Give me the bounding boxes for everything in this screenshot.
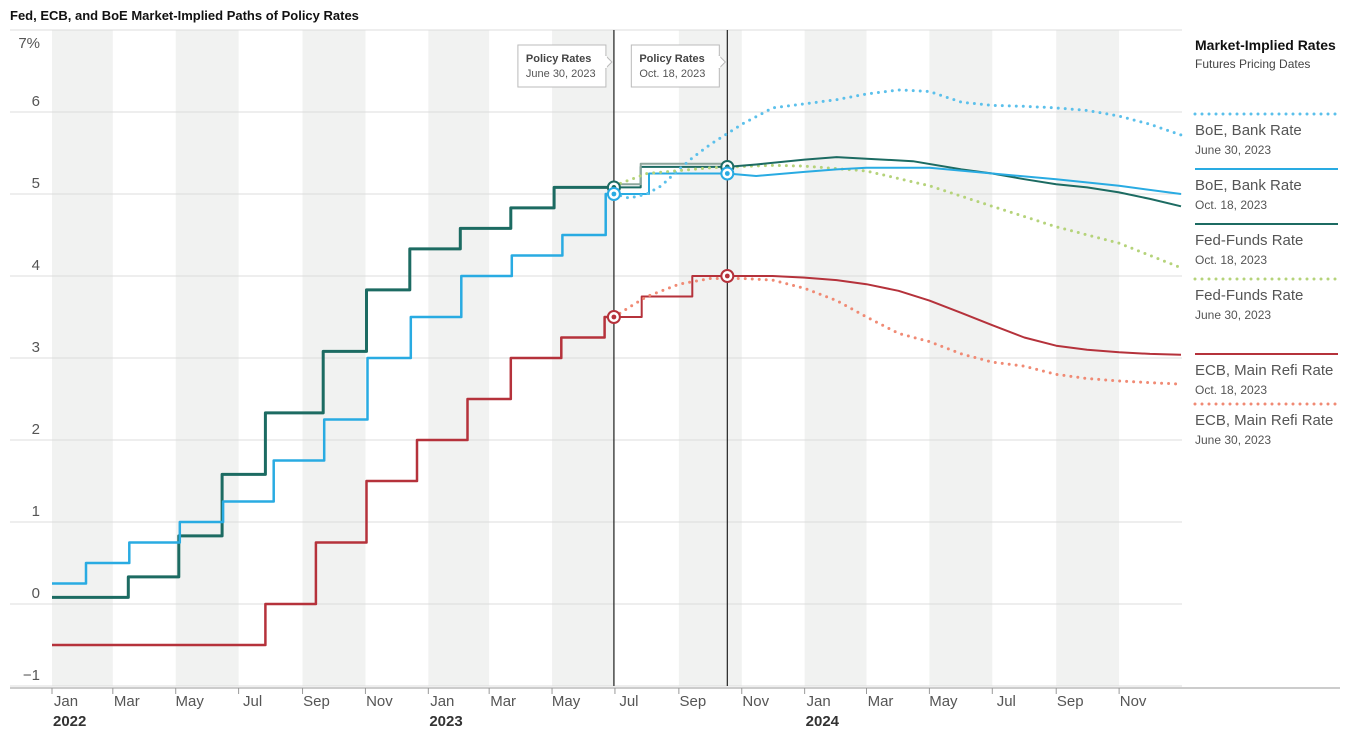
policy-rate-marker	[606, 187, 621, 201]
x-tick-label: Nov	[742, 693, 769, 710]
policy-date-annotation: Policy Rates Oct. 18, 2023	[630, 44, 727, 88]
annotation-box	[517, 44, 607, 88]
series-line-ecb_jun	[612, 277, 1183, 386]
y-tick-label: 5	[32, 175, 40, 192]
series-line-boe_oct_hist	[613, 172, 728, 195]
x-tick-label: Mar	[868, 693, 894, 710]
series-line-fed_gray	[613, 162, 728, 186]
annotation-date: June 30, 2023	[526, 68, 596, 80]
y-tick-label: 4	[32, 257, 40, 274]
x-tick-label: Jul	[619, 693, 638, 710]
legend-entry: BoE, Bank Rate June 30, 2023	[1193, 112, 1340, 157]
legend-entry: BoE, Bank Rate Oct. 18, 2023	[1195, 168, 1338, 212]
legend-entry: Fed-Funds Rate Oct. 18, 2023	[1195, 223, 1338, 267]
annotation-date: Oct. 18, 2023	[639, 68, 705, 80]
x-tick-label: Jul	[243, 693, 262, 710]
series-line-boe_oct	[727, 166, 1182, 195]
y-tick-label: −1	[23, 667, 40, 684]
y-tick-label: 6	[32, 93, 40, 110]
x-tick-label: Jan	[807, 693, 831, 710]
x-tick-label: Jul	[997, 693, 1016, 710]
legend-series-name: ECB, Main Refi Rate	[1195, 362, 1333, 379]
legend-series-date: Oct. 18, 2023	[1195, 383, 1267, 397]
series-line-ecb_oct_hist	[613, 275, 728, 318]
legend-series-date: June 30, 2023	[1195, 433, 1271, 447]
x-tick-label: Nov	[1120, 693, 1147, 710]
legend-series-name: BoE, Bank Rate	[1195, 122, 1302, 139]
series-line-ecb_oct	[727, 275, 1182, 356]
legend-entry: ECB, Main Refi Rate Oct. 18, 2023	[1195, 353, 1338, 397]
legend-series-name: Fed-Funds Rate	[1195, 287, 1303, 304]
annotation-box	[630, 44, 720, 88]
x-year-label: 2022	[53, 713, 86, 730]
x-tick-label: Sep	[303, 693, 330, 710]
x-tick-label: Sep	[1057, 693, 1084, 710]
gridlines	[10, 29, 1340, 689]
x-year-label: 2023	[429, 713, 462, 730]
policy-rate-marker	[720, 269, 735, 283]
y-tick-label: 3	[32, 339, 40, 356]
y-tick-label: 0	[32, 585, 40, 602]
series-line-boe_hist	[52, 192, 614, 585]
legend-series-date: June 30, 2023	[1195, 308, 1271, 322]
legend-entry: ECB, Main Refi Rate June 30, 2023	[1193, 402, 1340, 447]
chart-title: Fed, ECB, and BoE Market-Implied Paths o…	[10, 8, 359, 23]
legend-series-date: Oct. 18, 2023	[1195, 198, 1267, 212]
legend: Market-Implied Rates Futures Pricing Dat…	[1193, 37, 1340, 447]
legend-series-name: BoE, Bank Rate	[1195, 177, 1302, 194]
policy-rate-marker	[606, 310, 621, 324]
x-tick-label: Jan	[54, 693, 78, 710]
legend-series-name: Fed-Funds Rate	[1195, 232, 1303, 249]
y-tick-label: 2	[32, 421, 40, 438]
y-axis-ticks: 7% 6 5 4 3 2 1 0 −1	[18, 35, 40, 684]
marker-dot	[611, 314, 617, 320]
legend-series-name: ECB, Main Refi Rate	[1195, 412, 1333, 429]
x-tick-label: May	[552, 693, 581, 710]
policy-date-annotations: Policy Rates June 30, 2023 Policy Rates Oct…	[517, 44, 727, 88]
legend-subtitle: Futures Pricing Dates	[1195, 57, 1310, 71]
x-tick-label: May	[929, 693, 958, 710]
series-lines	[52, 88, 1183, 647]
x-tick-label: Jan	[430, 693, 454, 710]
policy-date-annotation: Policy Rates June 30, 2023	[517, 44, 613, 88]
y-tick-label: 1	[32, 503, 40, 520]
annotation-title: Policy Rates	[639, 53, 704, 65]
series-line-boe_jun	[612, 88, 1183, 200]
marker-dot	[724, 171, 730, 176]
x-tick-label: Sep	[680, 693, 707, 710]
series-line-ecb_hist	[52, 315, 614, 647]
series-line-fed_hist	[52, 185, 614, 599]
legend-title: Market-Implied Rates	[1195, 37, 1336, 53]
policy-rate-markers	[606, 159, 735, 324]
legend-entry: Fed-Funds Rate June 30, 2023	[1193, 277, 1340, 322]
legend-series-date: June 30, 2023	[1195, 143, 1271, 157]
x-tick-label: May	[176, 693, 205, 710]
x-year-label: 2024	[806, 713, 840, 730]
marker-dot	[724, 273, 730, 279]
x-tick-label: Mar	[490, 693, 516, 710]
policy-rate-marker	[720, 166, 735, 181]
annotation-title: Policy Rates	[526, 53, 591, 65]
x-axis-ticks: Jan Mar May Jul Sep Nov Jan Mar May Jul Sep Nov Jan M…	[51, 688, 1147, 730]
series-line-fed_jun	[612, 163, 1183, 270]
x-tick-label: Nov	[366, 693, 393, 710]
annotation-pointer-mask	[604, 56, 607, 68]
marker-dot	[611, 191, 617, 197]
annotation-pointer-mask	[718, 56, 721, 68]
y-tick-label: 7%	[18, 35, 40, 52]
policy-date-lines	[613, 30, 728, 686]
x-tick-label: Mar	[114, 693, 140, 710]
legend-series-date: Oct. 18, 2023	[1195, 253, 1267, 267]
